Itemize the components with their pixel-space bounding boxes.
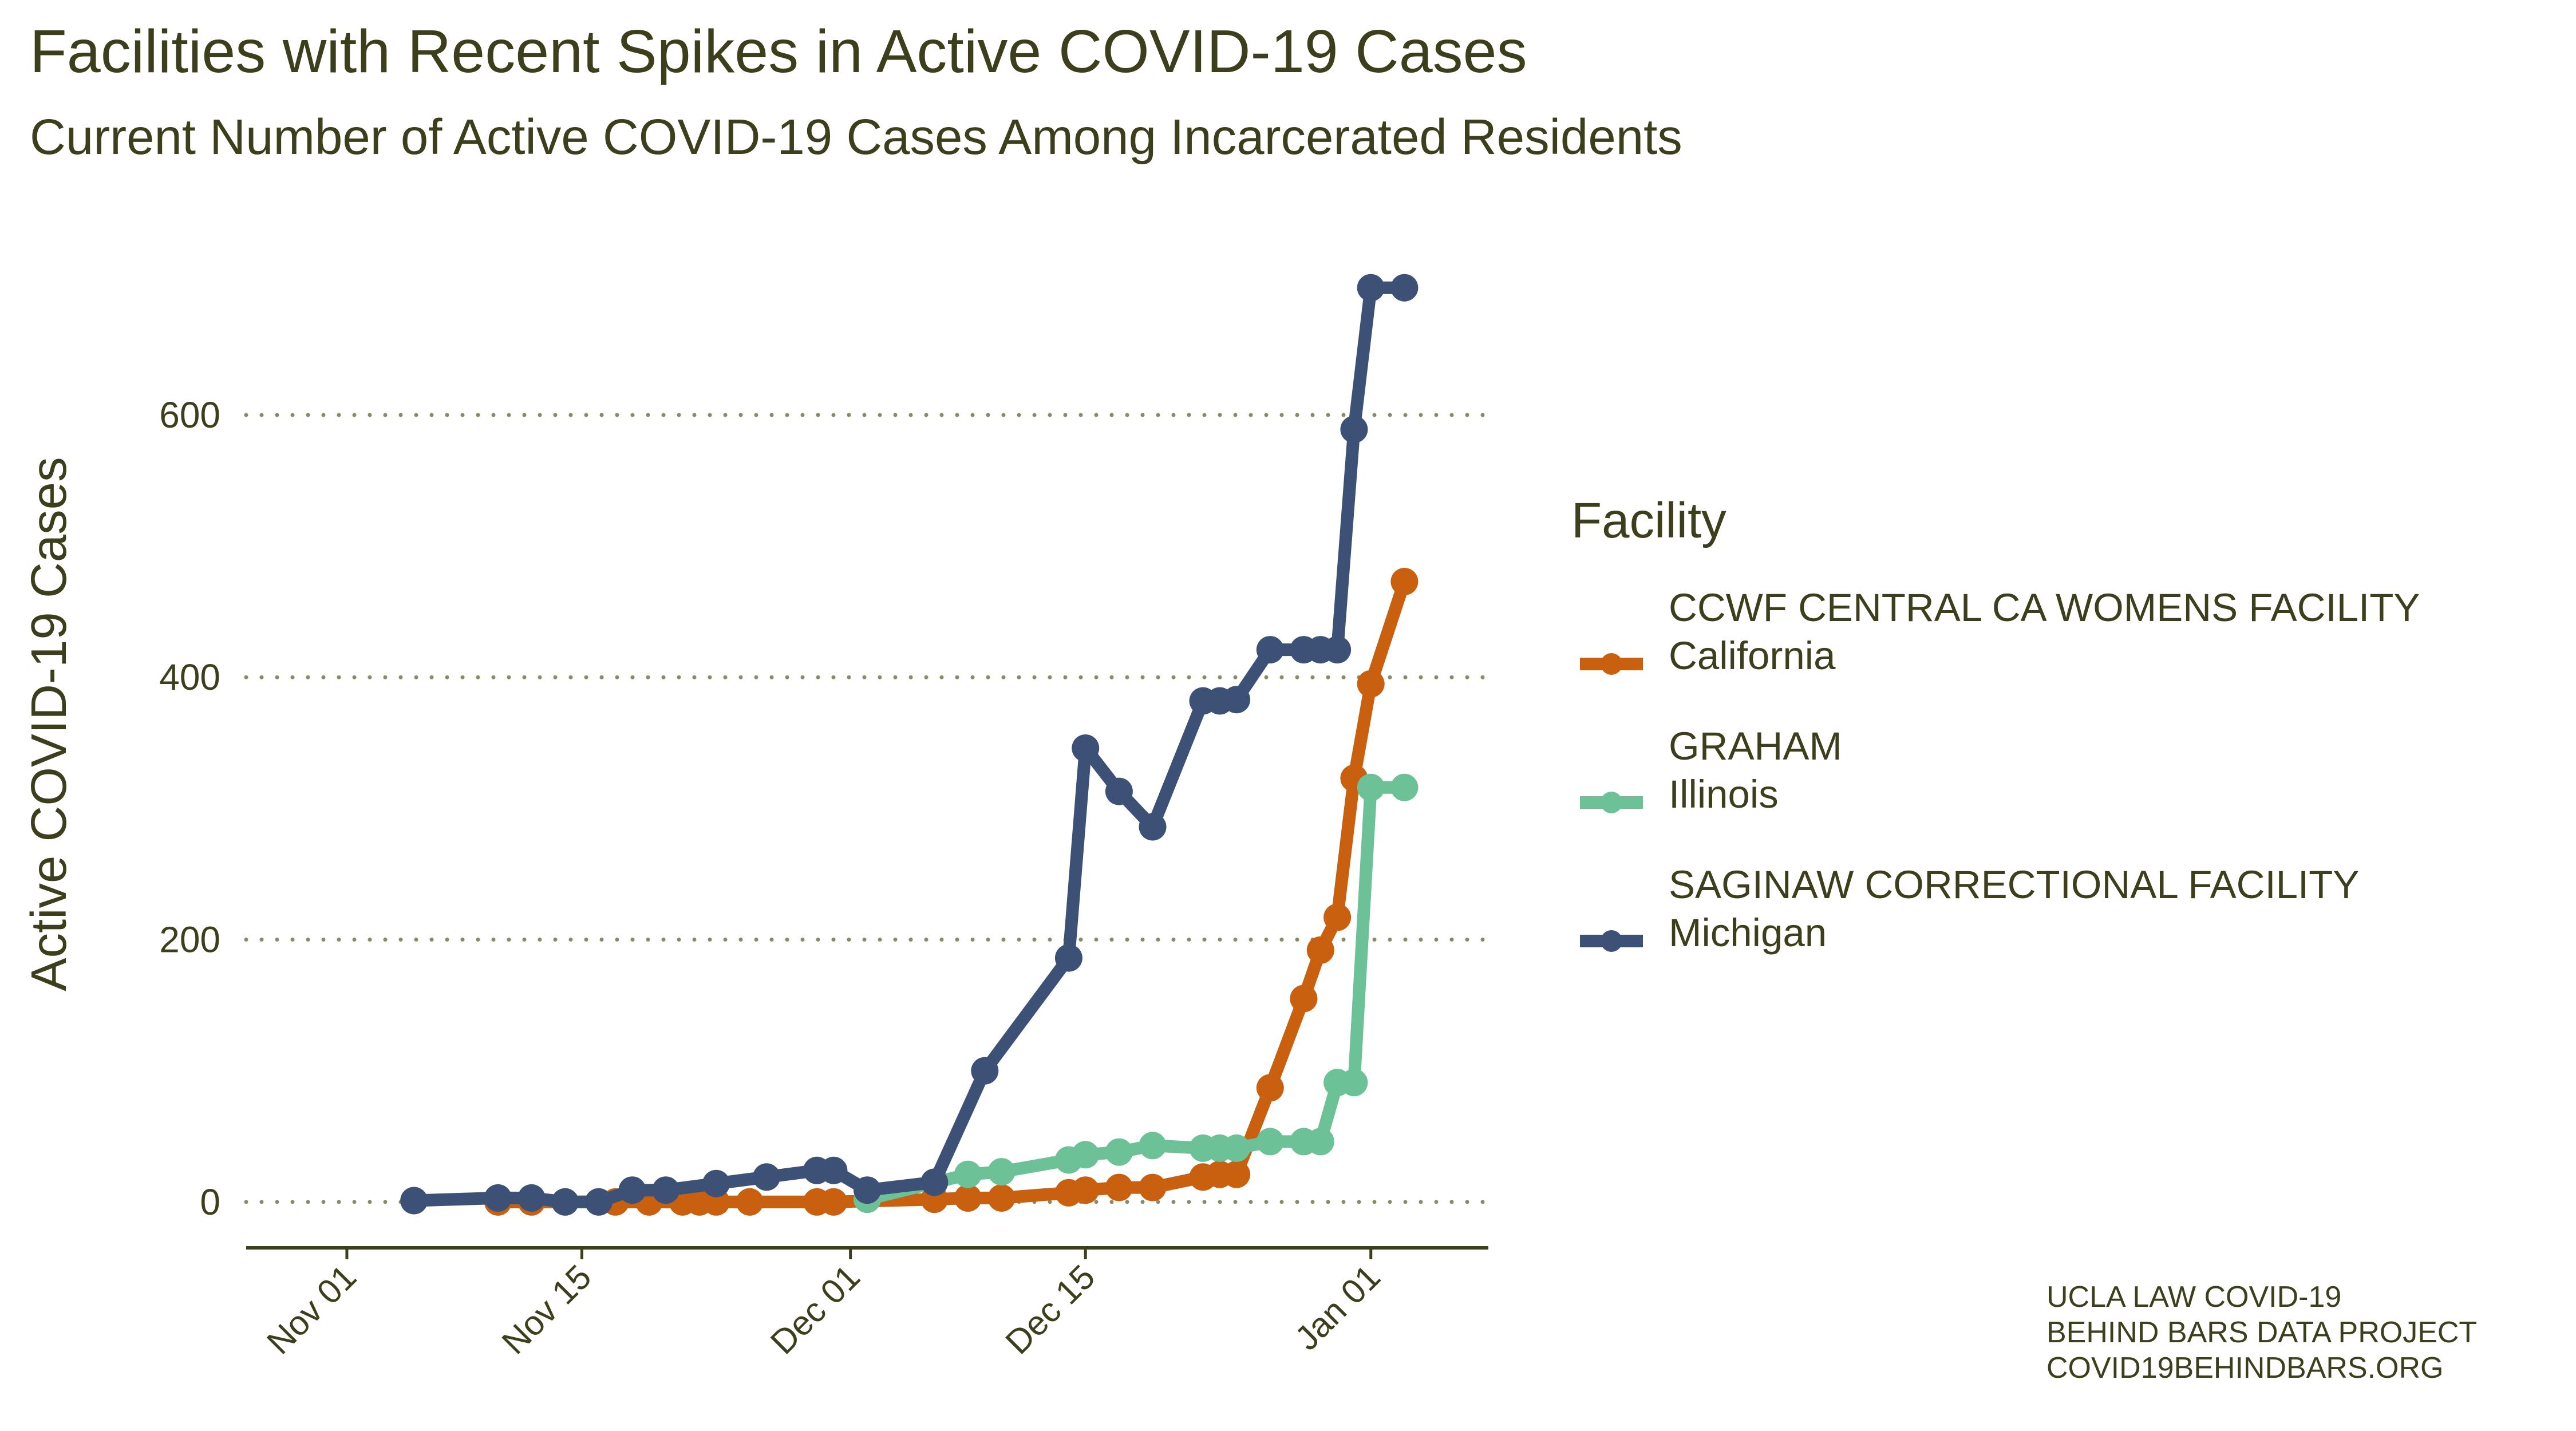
data-point [1072, 1176, 1100, 1204]
data-point [517, 1184, 546, 1212]
series-illinois [854, 773, 1419, 1213]
data-point [1223, 1134, 1251, 1162]
series-michigan [400, 274, 1419, 1216]
data-point [1072, 1141, 1100, 1169]
data-point [1256, 636, 1284, 664]
data-point [954, 1184, 982, 1212]
y-axis-label: Active COVID-19 Cases [21, 457, 77, 991]
y-tick-label: 600 [159, 394, 220, 436]
legend-item-ccwf: CCWF CENTRAL CA WOMENS FACILITY Californ… [1571, 561, 2420, 699]
x-tick-label: Nov 01 [259, 1258, 364, 1362]
credit-line: BEHIND BARS DATA PROJECT [2046, 1316, 2478, 1349]
data-point [1223, 686, 1251, 714]
series-line [408, 281, 1411, 1208]
legend-title: Facility [1571, 493, 1726, 548]
legend-label-state: California [1669, 634, 1836, 678]
x-tick-label: Jan 01 [1287, 1258, 1388, 1358]
legend-swatch-graham [1580, 792, 1643, 813]
data-point [820, 1156, 848, 1184]
gridlines [244, 413, 1491, 1204]
data-point [1340, 416, 1368, 444]
data-point [618, 1176, 646, 1204]
data-point [1340, 1069, 1368, 1097]
data-point [1390, 568, 1419, 595]
data-point [920, 1168, 949, 1196]
data-point [1105, 777, 1133, 805]
data-point [1390, 773, 1419, 801]
x-tick-label: Nov 15 [495, 1258, 599, 1362]
data-point [1054, 944, 1082, 972]
series [400, 274, 1419, 1216]
data-point [1256, 1128, 1284, 1156]
data-point [1290, 985, 1318, 1013]
chart-title: Facilities with Recent Spikes in Active … [30, 18, 1527, 85]
series-california [484, 568, 1419, 1216]
data-point [854, 1176, 881, 1204]
data-point [954, 1160, 982, 1188]
chart-subtitle: Current Number of Active COVID-19 Cases … [30, 109, 1682, 165]
legend-label-name: SAGINAW CORRECTIONAL FACILITY [1669, 863, 2360, 907]
data-point [551, 1188, 579, 1216]
x-tick-label: Dec 01 [763, 1258, 867, 1362]
data-point [1357, 773, 1385, 801]
data-point [1306, 1128, 1334, 1156]
data-point [1323, 903, 1352, 931]
series-line [491, 575, 1411, 1208]
data-point [987, 1184, 1016, 1212]
data-point [1139, 813, 1167, 841]
data-point [1390, 274, 1419, 302]
data-point [652, 1176, 680, 1204]
legend-label-name: CCWF CENTRAL CA WOMENS FACILITY [1669, 586, 2420, 630]
y-tick-label: 200 [159, 919, 220, 960]
data-point [1323, 636, 1352, 664]
data-point [753, 1163, 781, 1191]
x-tick-label: Dec 15 [998, 1258, 1103, 1362]
legend-swatch-ccwf [1580, 653, 1643, 675]
data-point [1105, 1138, 1133, 1166]
data-point [736, 1188, 764, 1216]
data-point [1357, 670, 1385, 698]
y-tick-label: 400 [159, 657, 220, 698]
legend-label-state: Michigan [1669, 911, 1827, 955]
credit-line: COVID19BEHINDBARS.ORG [2046, 1351, 2444, 1385]
data-point [1072, 734, 1100, 762]
legend-item-graham: GRAHAM Illinois [1571, 699, 1842, 838]
data-point [702, 1169, 730, 1197]
y-tick-label: 0 [200, 1181, 220, 1223]
legend: Facility CCWF CENTRAL CA WOMENS FACILITY… [1571, 492, 2420, 977]
legend-item-saginaw: SAGINAW CORRECTIONAL FACILITY Michigan [1571, 838, 2359, 977]
data-point [1306, 936, 1334, 964]
legend-label-state: Illinois [1669, 772, 1779, 816]
data-point [971, 1057, 999, 1085]
data-point [400, 1187, 428, 1215]
data-point [1139, 1132, 1167, 1160]
data-point [987, 1158, 1016, 1186]
data-point [1357, 274, 1385, 302]
legend-swatch-saginaw [1580, 930, 1643, 952]
source-credit: UCLA LAW COVID-19 BEHIND BARS DATA PROJE… [2046, 1279, 2477, 1386]
data-point [484, 1184, 512, 1212]
credit-line: UCLA LAW COVID-19 [2046, 1280, 2342, 1314]
data-point [1256, 1074, 1284, 1102]
legend-label-name: GRAHAM [1669, 724, 1842, 768]
data-point [1139, 1173, 1167, 1201]
data-point [1223, 1160, 1251, 1188]
data-point [820, 1188, 848, 1216]
data-point [1105, 1173, 1133, 1201]
axes: 0 200 400 600 Nov 01 Nov 15 Dec 01 Dec 15 Jan 01 [159, 394, 1488, 1362]
data-point [584, 1188, 613, 1216]
